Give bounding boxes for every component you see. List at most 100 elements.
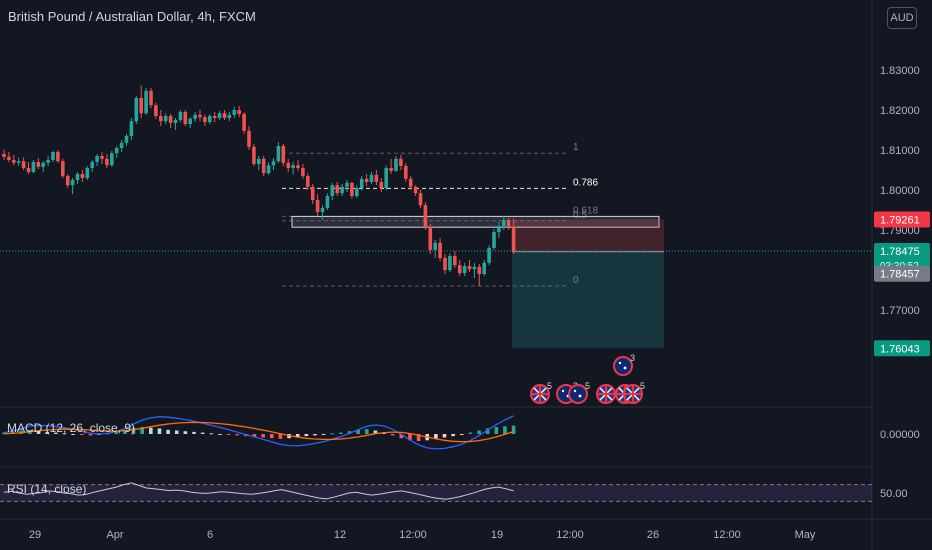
price-tick-label: 1.82000: [880, 105, 920, 117]
candle-body: [306, 176, 310, 187]
entry-price-label: 1.78457: [880, 269, 920, 281]
macd-histogram-bar: [416, 434, 421, 441]
candle-body: [222, 113, 227, 118]
candle-body: [56, 152, 60, 162]
macd-histogram-bar: [235, 434, 240, 436]
event-count: 5: [640, 381, 645, 391]
candle-body: [85, 168, 90, 178]
candle-body: [95, 156, 99, 162]
candle-body: [408, 178, 413, 187]
candle-body: [502, 220, 506, 226]
rsi-label[interactable]: RSI (14, close): [7, 482, 87, 496]
candle-body: [315, 200, 320, 212]
macd-histogram-bar: [192, 431, 196, 434]
candle-body: [374, 174, 379, 182]
entry-price-label-bg: [874, 265, 930, 282]
candle-body: [443, 258, 447, 270]
candle-body: [310, 186, 315, 200]
australia-flag-icon: [613, 356, 633, 376]
price-tick-label: 1.83000: [880, 65, 920, 77]
candle-body: [261, 158, 266, 174]
candle-body: [193, 114, 197, 119]
candle-body: [168, 116, 173, 123]
candle-body: [457, 265, 462, 274]
australia-flag-icon: [568, 384, 588, 404]
australia-flag-star: [623, 366, 627, 370]
candle-body: [438, 242, 442, 258]
macd-histogram-bar: [252, 434, 257, 437]
fib-level-label: 1: [573, 142, 579, 153]
stop-loss-zone: [512, 219, 664, 252]
macd-histogram-bar: [442, 434, 447, 438]
fib-level-label: 0.618: [573, 205, 598, 216]
candle-body: [330, 185, 335, 196]
candle-body: [453, 256, 457, 266]
target-price-label: 1.76043: [880, 343, 920, 355]
candle-body: [394, 158, 398, 171]
macd-histogram-bar: [459, 434, 464, 435]
candle-body: [144, 90, 148, 114]
candle-body: [217, 113, 222, 118]
candle-body: [163, 116, 168, 122]
candle-body: [418, 193, 423, 206]
candle-body: [2, 154, 6, 157]
candle-body: [232, 110, 237, 115]
candle-body: [492, 232, 496, 248]
macd-histogram-bar: [494, 427, 499, 434]
current-price-label: 1.78475: [880, 246, 920, 258]
candle-body: [276, 146, 281, 162]
macd-histogram-bar: [45, 431, 49, 434]
macd-histogram-bar: [373, 430, 378, 434]
fib-level-label: 0.5: [573, 210, 587, 221]
macd-axis-tick: 0.00000: [880, 429, 920, 441]
candle-body: [477, 266, 482, 274]
macd-histogram-bar: [295, 434, 300, 438]
rsi-line: [3, 482, 514, 500]
candle-body: [497, 226, 501, 232]
candle-body: [487, 248, 491, 263]
macd-histogram-bar: [356, 429, 360, 434]
time-tick-label: May: [795, 529, 816, 541]
zone-rectangle: [291, 215, 660, 228]
macd-histogram-bar: [390, 434, 395, 436]
australia-flag-star: [618, 361, 622, 365]
candle-body: [61, 161, 65, 176]
macd-histogram-bar: [54, 432, 58, 434]
candle-body: [188, 118, 192, 124]
uk-flag-cross: [532, 386, 548, 402]
candle-body: [242, 114, 246, 131]
candle-body: [7, 156, 11, 160]
macd-histogram-bar: [485, 428, 490, 434]
current-price-tag-bg: [874, 243, 930, 273]
fib-level-label: 0.786: [573, 177, 598, 188]
candle-body: [110, 153, 114, 166]
macd-histogram-bar: [174, 430, 179, 434]
candle-body: [75, 174, 80, 180]
price-tick-label: 1.77000: [880, 305, 920, 317]
candle-body: [335, 185, 339, 194]
macd-histogram-bar: [347, 431, 352, 434]
macd-histogram-bar: [304, 434, 309, 437]
macd-histogram-bar: [434, 434, 438, 439]
candle-body: [291, 165, 295, 168]
candle-body: [345, 182, 349, 187]
symbol-title[interactable]: British Pound / Australian Dollar, 4h, F…: [8, 9, 256, 24]
macd-label[interactable]: MACD (12, 26, close, 9): [7, 421, 136, 435]
fib-level-label: 0: [573, 275, 579, 286]
candle-body: [462, 266, 467, 274]
macd-histogram-bar: [79, 434, 84, 435]
time-tick-label: 12:00: [556, 529, 584, 541]
price-tick-label: 1.79000: [880, 225, 920, 237]
candle-body: [359, 178, 364, 188]
candle-body: [389, 168, 393, 171]
macd-histogram-bar: [209, 433, 214, 435]
candle-body: [340, 186, 344, 194]
candle-body: [247, 130, 251, 147]
currency-button[interactable]: AUD: [887, 7, 917, 29]
candle-body: [173, 120, 178, 123]
candle-body: [12, 160, 16, 163]
macd-histogram-bar: [468, 432, 473, 434]
macd-histogram-bar: [313, 434, 317, 436]
macd-histogram-bar: [330, 433, 335, 435]
